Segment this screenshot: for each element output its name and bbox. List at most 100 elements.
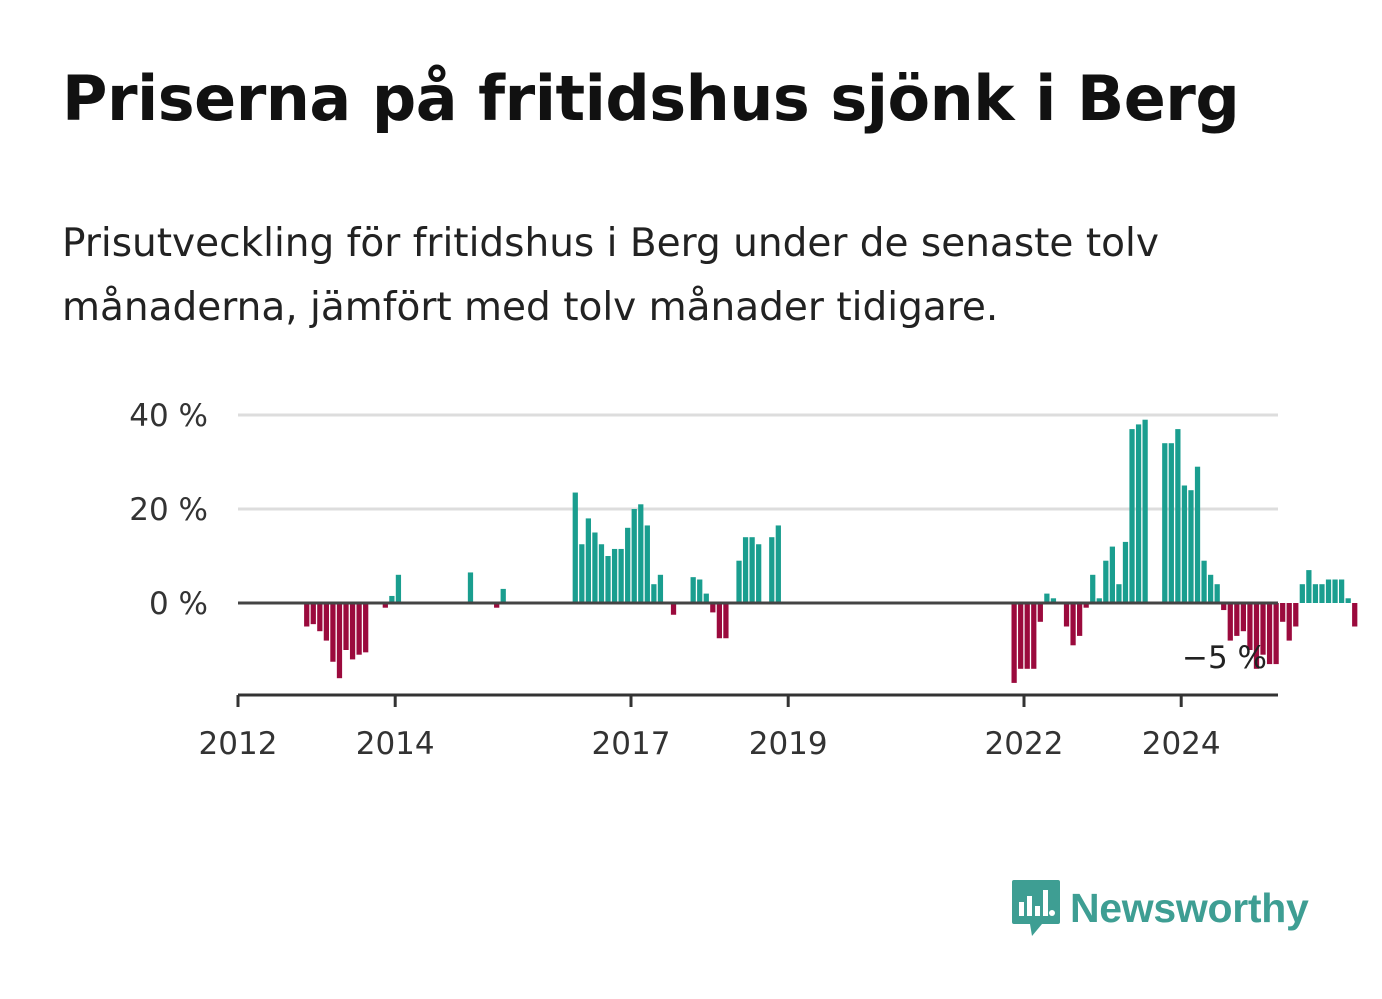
- bar: [657, 574, 664, 603]
- bar: [1208, 574, 1214, 603]
- bar: [1339, 579, 1345, 603]
- bar: [1299, 584, 1305, 603]
- bar: [572, 492, 578, 603]
- bar: [1273, 603, 1279, 665]
- bar: [1201, 560, 1207, 603]
- bar: [625, 527, 631, 603]
- bar: [343, 603, 349, 650]
- bar: [1319, 584, 1325, 603]
- bar: [336, 603, 343, 679]
- bar: [775, 525, 781, 603]
- bar: [1109, 546, 1115, 603]
- bar: [1063, 603, 1070, 627]
- bar: [1103, 560, 1109, 603]
- bar: [363, 603, 369, 653]
- bar: [1352, 603, 1358, 627]
- bar: [769, 537, 775, 603]
- bar: [494, 603, 500, 608]
- bar: [690, 577, 696, 603]
- bar: [1168, 443, 1174, 603]
- bar: [1135, 424, 1142, 603]
- bar: [1312, 584, 1319, 603]
- bar: [749, 537, 755, 603]
- bar: [605, 556, 611, 603]
- bar: [1221, 603, 1227, 611]
- bar: [1116, 584, 1122, 603]
- bar: [1234, 603, 1240, 636]
- chart-subtitle: Prisutveckling för fritidshus i Berg und…: [62, 221, 1159, 330]
- bar: [638, 504, 644, 603]
- x-tick-label: 2014: [356, 726, 435, 762]
- bar: [1253, 603, 1260, 669]
- bar: [1011, 603, 1017, 683]
- bar: [1266, 603, 1273, 665]
- y-tick-label: 40 %: [129, 398, 208, 434]
- bar: [1031, 603, 1037, 669]
- bar: [1345, 598, 1351, 603]
- bar: [310, 603, 316, 625]
- bar: [703, 593, 709, 603]
- bar: [1070, 603, 1076, 646]
- brand-name: Newsworthy: [1070, 884, 1309, 931]
- bar: [500, 588, 506, 603]
- bar: [723, 603, 729, 639]
- x-tick-label: 2012: [199, 726, 278, 762]
- bar: [585, 518, 591, 603]
- bar: [1050, 598, 1057, 603]
- bar: [710, 603, 716, 613]
- x-tick-label: 2017: [592, 726, 671, 762]
- bar: [1096, 598, 1102, 603]
- bar: [1286, 603, 1292, 641]
- bar: [1280, 603, 1286, 622]
- bar: [742, 537, 749, 603]
- bar: [611, 548, 618, 603]
- bar: [756, 544, 762, 603]
- bar: [598, 544, 605, 603]
- bar: [1293, 603, 1299, 627]
- bar: [592, 532, 598, 603]
- bar: [1024, 603, 1030, 669]
- bar: [651, 584, 657, 603]
- bar: [1240, 603, 1246, 632]
- y-tick-label: 20 %: [129, 492, 208, 528]
- bar: [1214, 584, 1220, 603]
- bar: [618, 548, 624, 603]
- bar: [356, 603, 362, 655]
- bar: [1306, 570, 1312, 603]
- bar: [389, 595, 395, 603]
- bar: [670, 603, 677, 615]
- bar: [1129, 429, 1135, 603]
- bar: [736, 560, 742, 603]
- bar: [1018, 603, 1024, 669]
- bar: [330, 603, 336, 662]
- bar: [317, 603, 323, 632]
- bar: [1260, 603, 1266, 655]
- bar: [1044, 593, 1050, 603]
- bar: [1083, 603, 1089, 608]
- bar: [579, 544, 585, 603]
- x-tick-label: 2019: [749, 726, 828, 762]
- bar: [1227, 603, 1233, 641]
- bar: [697, 579, 703, 603]
- bar: [1162, 443, 1168, 603]
- bar: [395, 574, 402, 603]
- end-value-label: −5 %: [1182, 640, 1267, 676]
- bar: [1332, 579, 1338, 603]
- bar: [1325, 579, 1332, 603]
- bar: [1194, 466, 1201, 603]
- y-tick-label: 0 %: [149, 586, 208, 622]
- bar: [467, 572, 474, 603]
- bar: [1142, 419, 1148, 603]
- bar: [716, 603, 722, 639]
- newsworthy-logo-icon: [1012, 880, 1060, 936]
- bar: [1181, 485, 1188, 603]
- bar: [382, 603, 388, 608]
- bar: [1090, 574, 1096, 603]
- bar: [1188, 490, 1194, 603]
- chart-title: Priserna på fritidshus sjönk i Berg: [62, 62, 1240, 135]
- bar: [304, 603, 310, 627]
- newsworthy-logo: Newsworthy: [1010, 878, 1309, 938]
- bar: [1247, 603, 1253, 650]
- bar: [323, 603, 329, 641]
